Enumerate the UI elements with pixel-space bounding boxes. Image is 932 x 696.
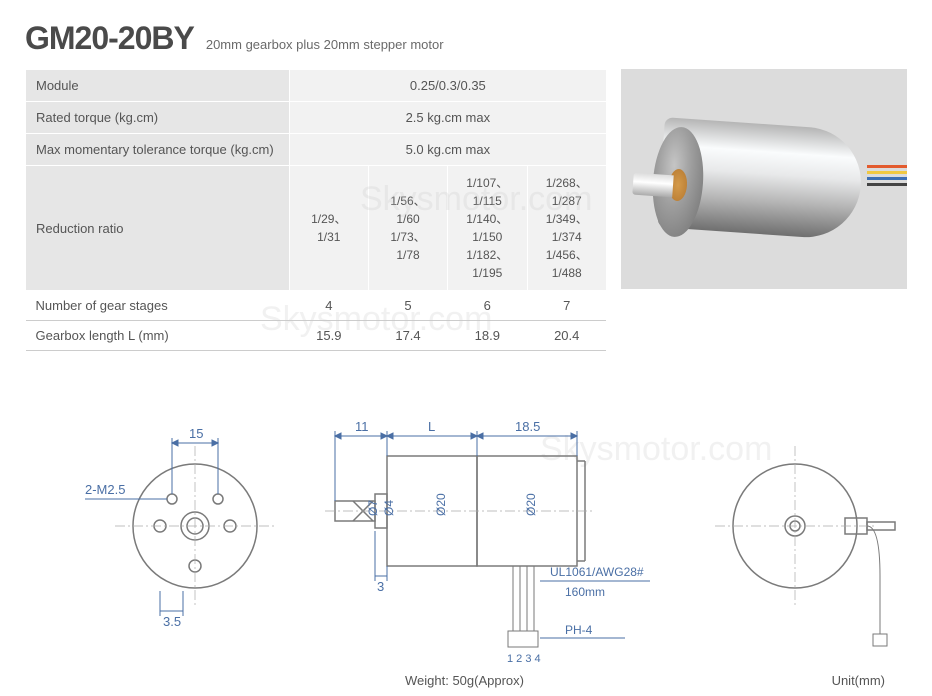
spec-table: Module 0.25/0.3/0.35 Rated torque (kg.cm… <box>25 69 607 351</box>
rated-torque-label: Rated torque (kg.cm) <box>26 102 290 134</box>
reduction-c4: 1/268、1/287 1/349、1/374 1/456、1/488 <box>527 166 606 291</box>
dim-11: 11 <box>355 419 369 434</box>
wire-yellow <box>867 171 907 174</box>
unit-label: Unit(mm) <box>832 673 885 688</box>
weight-label: Weight: 50g(Approx) <box>405 673 524 688</box>
technical-drawings: 15 2-M2.5 3.5 <box>25 386 907 696</box>
model-number: GM20-20BY <box>25 20 194 57</box>
wire-blue <box>867 177 907 180</box>
stages-c1: 4 <box>289 291 368 321</box>
motor-wires <box>867 159 907 209</box>
length-c4: 20.4 <box>527 321 606 351</box>
d4: Ø4 <box>382 500 396 516</box>
stages-c3: 6 <box>448 291 527 321</box>
dim-3: 3 <box>377 579 384 594</box>
stages-label: Number of gear stages <box>26 291 290 321</box>
rated-torque-value: 2.5 kg.cm max <box>289 102 606 134</box>
max-torque-value: 5.0 kg.cm max <box>289 134 606 166</box>
module-label: Module <box>26 70 290 102</box>
motor-shaft-shape <box>632 173 673 198</box>
wire-spec: UL1061/AWG28# <box>550 565 644 579</box>
max-torque-label: Max momentary tolerance torque (kg.cm) <box>26 134 290 166</box>
reduction-c3: 1/107、1/115 1/140、1/150 1/182、1/195 <box>448 166 527 291</box>
length-c2: 17.4 <box>368 321 447 351</box>
motor-photo <box>621 69 907 289</box>
top-row: Module 0.25/0.3/0.35 Rated torque (kg.cm… <box>25 69 907 351</box>
reduction-label: Reduction ratio <box>26 166 290 291</box>
model-subtitle: 20mm gearbox plus 20mm stepper motor <box>206 37 444 52</box>
dim-185: 18.5 <box>515 419 540 434</box>
wire-orange <box>867 165 907 168</box>
module-value: 0.25/0.3/0.35 <box>289 70 606 102</box>
stages-c4: 7 <box>527 291 606 321</box>
wire-black <box>867 183 907 186</box>
rear-view-drawing <box>705 426 915 656</box>
stages-c2: 5 <box>368 291 447 321</box>
connector: PH-4 <box>565 623 593 637</box>
dim-L: L <box>428 419 435 434</box>
header: GM20-20BY 20mm gearbox plus 20mm stepper… <box>25 20 907 57</box>
dim-15: 15 <box>189 426 203 441</box>
length-label: Gearbox length L (mm) <box>26 321 290 351</box>
pins: 1 2 3 4 <box>507 653 541 665</box>
reduction-c2: 1/56、1/60 1/73、1/78 <box>368 166 447 291</box>
front-view-drawing: 15 2-M2.5 3.5 <box>85 416 285 636</box>
wire-len: 160mm <box>565 585 605 599</box>
reduction-c1: 1/29、1/31 <box>289 166 368 291</box>
length-c1: 15.9 <box>289 321 368 351</box>
d20a: Ø20 <box>434 493 448 516</box>
d7: Ø7 <box>366 500 380 516</box>
dim-35: 3.5 <box>163 614 181 629</box>
length-c3: 18.9 <box>448 321 527 351</box>
thread-label: 2-M2.5 <box>85 482 125 497</box>
d20b: Ø20 <box>524 493 538 516</box>
side-view-drawing: 11 L 18.5 Ø7 Ø4 Ø20 Ø20 3 UL1061/AWG28# … <box>315 406 675 696</box>
